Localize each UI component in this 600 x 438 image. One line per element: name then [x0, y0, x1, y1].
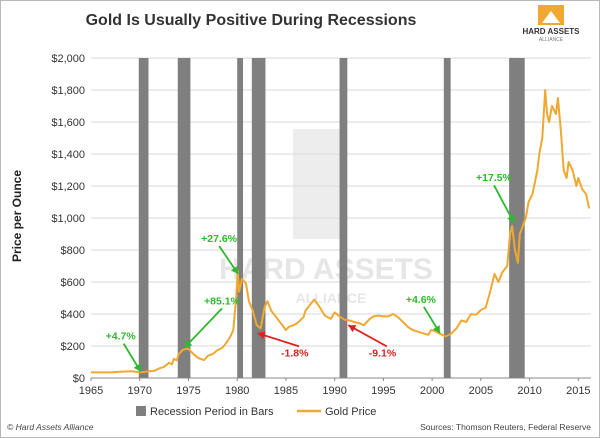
- footer-copyright: © Hard Assets Alliance: [7, 422, 94, 432]
- annotation-arrowhead: [348, 325, 357, 333]
- y-tick-label: $400: [61, 309, 85, 321]
- recession-bar: [237, 58, 244, 378]
- watermark-subtext: ALLIANCE: [296, 290, 367, 306]
- brand-logo: HARD ASSETS ALLIANCE: [522, 5, 580, 43]
- recession-bar: [443, 58, 451, 378]
- y-tick-label: $200: [61, 341, 85, 353]
- recession-bar: [177, 58, 191, 378]
- y-tick-label: $0: [73, 373, 85, 385]
- plot-area: HARD ASSETS ALLIANCE $0 $200 $400 $600 $800 $1,…: [51, 53, 591, 397]
- y-tick-label: $1,400: [51, 149, 85, 161]
- x-tick-label: 1985: [274, 385, 298, 397]
- x-tick-label: 1970: [127, 385, 151, 397]
- annotation-arrowhead: [507, 214, 515, 223]
- annotation-arrowhead: [432, 325, 440, 334]
- legend: Recession Period in Bars Gold Price: [136, 406, 376, 418]
- watermark-text: HARD ASSETS: [219, 253, 433, 286]
- annotation-arrow: [183, 307, 223, 349]
- x-tick-label: 2000: [420, 385, 444, 397]
- brand-logo-name: HARD ASSETS: [522, 27, 580, 36]
- brand-logo-roof-icon: [542, 11, 560, 23]
- recession-bar: [509, 58, 525, 378]
- annotation-label: +4.7%: [106, 331, 137, 343]
- y-tick-label: $1,200: [51, 181, 85, 193]
- x-tick-label: 1995: [371, 385, 395, 397]
- brand-logo-sub: ALLIANCE: [539, 37, 564, 43]
- y-tick-label: $2,000: [51, 53, 85, 65]
- annotation-label: -1.8%: [281, 347, 309, 359]
- legend-recession-swatch: [136, 406, 146, 416]
- x-tick-label: 1965: [79, 385, 103, 397]
- annotation-arrowhead: [257, 331, 266, 340]
- annotation-label: +4.6%: [406, 294, 437, 306]
- annotation-arrowhead: [184, 339, 193, 348]
- y-tick-label: $1,800: [51, 85, 85, 97]
- x-tick-label: 1990: [322, 385, 346, 397]
- annotation-label: +17.5%: [476, 172, 513, 184]
- gold-price-line: [91, 89, 591, 374]
- legend-gold-label: Gold Price: [325, 406, 376, 418]
- legend-recession-label: Recession Period in Bars: [150, 406, 274, 418]
- y-tick-label: $1,600: [51, 117, 85, 129]
- x-tick-label: 1980: [225, 385, 249, 397]
- annotation-arrowhead: [133, 363, 141, 372]
- annotation-arrow: [257, 332, 300, 348]
- x-tick-label: 2005: [469, 385, 493, 397]
- x-tick-label: 2010: [517, 385, 541, 397]
- annotation-arrowhead: [230, 266, 239, 274]
- y-tick-label: $1,000: [51, 213, 85, 225]
- annotation-arrow: [347, 324, 388, 348]
- chart-title: Gold Is Usually Positive During Recessio…: [86, 12, 417, 29]
- annotation-label: +27.6%: [201, 233, 238, 245]
- recession-bar: [138, 58, 149, 378]
- recession-bar: [251, 58, 266, 378]
- x-tick-label: 2015: [566, 385, 590, 397]
- y-tick-label: $600: [61, 277, 85, 289]
- annotation-arrow: [493, 184, 515, 224]
- watermark-mark: [293, 129, 341, 239]
- annotation-label: +85.1%: [204, 295, 241, 307]
- x-tick-label: 1975: [176, 385, 200, 397]
- y-axis-label: Price per Ounce: [10, 170, 24, 262]
- recession-bar: [339, 58, 348, 378]
- y-tick-label: $800: [61, 245, 85, 257]
- annotation-label: -9.1%: [369, 347, 397, 359]
- footer-sources: Sources: Thomson Reuters, Federal Reserv…: [420, 422, 591, 432]
